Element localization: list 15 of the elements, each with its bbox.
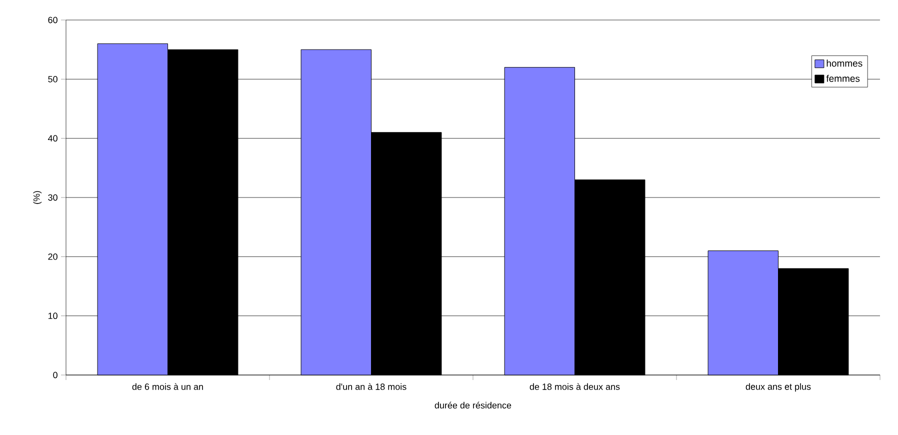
y-tick-label: 30 [48, 194, 58, 201]
y-tick-label: 0 [53, 372, 58, 378]
y-tick-label: 50 [48, 76, 58, 82]
legend-label: femmes [826, 74, 860, 82]
y-tick-label: 20 [48, 253, 58, 260]
x-tick-label: deux ans et plus [746, 383, 811, 392]
x-tick-label: d'un an à 18 mois [336, 383, 406, 390]
legend-label: hommes [826, 60, 862, 67]
x-axis-title: durée de résidence [434, 402, 512, 409]
x-tick-label: de 18 mois à deux ans [530, 383, 620, 390]
y-axis-title: (%) [33, 191, 42, 204]
y-tick-label: 60 [48, 16, 58, 24]
y-tick-label: 10 [48, 312, 58, 320]
y-tick-label: 40 [48, 135, 58, 142]
x-tick-label: de 6 mois à un an [132, 383, 203, 390]
